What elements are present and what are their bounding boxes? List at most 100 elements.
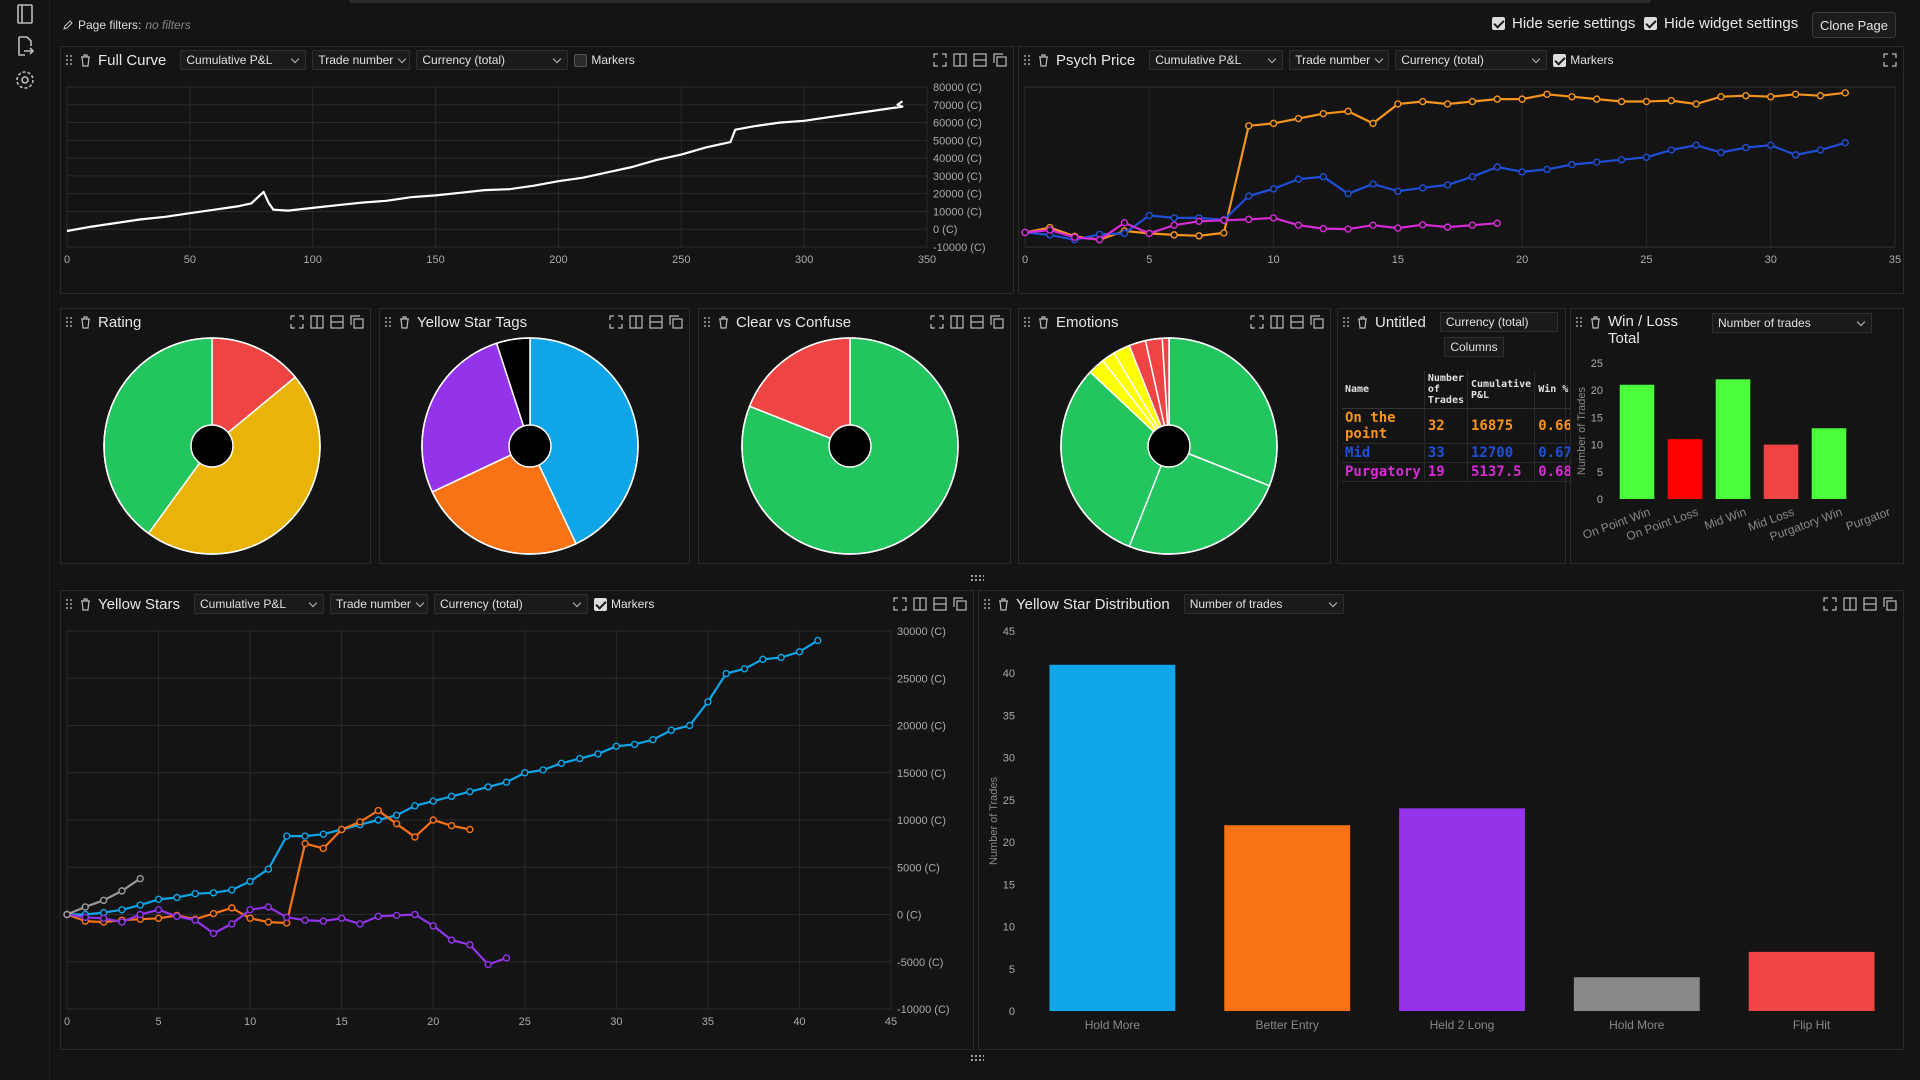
expand-icon[interactable]: [930, 315, 944, 329]
xaxis-select[interactable]: Trade number: [1289, 50, 1390, 70]
bar[interactable]: [1763, 444, 1799, 499]
duplicate-icon[interactable]: [669, 315, 683, 329]
split-vertical-icon[interactable]: [629, 315, 643, 329]
y-tick-label: 40: [1003, 668, 1015, 680]
expand-icon[interactable]: [609, 315, 623, 329]
drag-handle-icon[interactable]: [384, 316, 392, 328]
trash-icon[interactable]: [717, 315, 730, 329]
split-horizontal-icon[interactable]: [973, 53, 987, 67]
drag-handle-icon[interactable]: [983, 598, 991, 610]
split-vertical-icon[interactable]: [913, 597, 927, 611]
checkbox-icon[interactable]: [594, 597, 607, 611]
expand-icon[interactable]: [1823, 597, 1837, 611]
drag-handle-icon[interactable]: [703, 316, 711, 328]
clone-page-button[interactable]: Clone Page: [1812, 12, 1896, 38]
expand-icon[interactable]: [290, 315, 304, 329]
series-point: [1344, 107, 1352, 115]
bar[interactable]: [1224, 825, 1351, 1011]
split-horizontal-icon[interactable]: [649, 315, 663, 329]
duplicate-icon[interactable]: [1310, 315, 1324, 329]
expand-icon[interactable]: [893, 597, 907, 611]
trash-icon[interactable]: [1037, 53, 1050, 67]
page-filters[interactable]: Page filters: no filters: [62, 18, 191, 32]
file-export-icon[interactable]: [13, 34, 37, 58]
x-tick-label: 30: [610, 1016, 622, 1028]
hide-serie-settings-toggle[interactable]: Hide serie settings: [1492, 15, 1635, 32]
columns-button[interactable]: Columns: [1444, 337, 1504, 357]
bar[interactable]: [1715, 379, 1751, 499]
expand-icon[interactable]: [1250, 315, 1264, 329]
drag-handle-icon[interactable]: [65, 598, 73, 610]
drag-handle-icon[interactable]: [1023, 54, 1031, 66]
markers-toggle[interactable]: Markers: [574, 53, 635, 67]
unit-select[interactable]: Currency (total): [434, 594, 588, 614]
metric-select[interactable]: Cumulative P&L: [180, 50, 307, 70]
expand-icon[interactable]: [933, 53, 947, 67]
unit-select[interactable]: Currency (total): [416, 50, 569, 70]
duplicate-icon[interactable]: [993, 53, 1007, 67]
series-line-0: [67, 639, 819, 916]
split-vertical-icon[interactable]: [950, 315, 964, 329]
trash-icon[interactable]: [79, 315, 92, 329]
split-vertical-icon[interactable]: [1270, 315, 1284, 329]
row-resize-handle[interactable]: [970, 574, 984, 582]
metric-select[interactable]: Number of trades: [1712, 313, 1872, 333]
book-icon[interactable]: [13, 2, 37, 26]
duplicate-icon[interactable]: [1883, 597, 1897, 611]
drag-handle-icon[interactable]: [1023, 316, 1031, 328]
duplicate-icon[interactable]: [990, 315, 1004, 329]
hide-widget-settings-label: Hide widget settings: [1664, 15, 1799, 32]
bar[interactable]: [1049, 664, 1176, 1011]
trash-icon[interactable]: [79, 53, 92, 67]
bar[interactable]: [1667, 439, 1703, 499]
split-horizontal-icon[interactable]: [1290, 315, 1304, 329]
expand-icon[interactable]: [1883, 53, 1897, 67]
checkbox-icon[interactable]: [1644, 17, 1657, 30]
series-point: [154, 895, 163, 904]
bar[interactable]: [1399, 808, 1525, 1011]
bar[interactable]: [1619, 384, 1655, 499]
split-horizontal-icon[interactable]: [1863, 597, 1877, 611]
metric-select[interactable]: Number of trades: [1183, 594, 1344, 614]
split-horizontal-icon[interactable]: [933, 597, 947, 611]
checkbox-icon[interactable]: [574, 53, 588, 67]
split-vertical-icon[interactable]: [1843, 597, 1857, 611]
unit-select[interactable]: Currency (total): [1439, 312, 1558, 332]
series-point: [374, 806, 382, 815]
markers-toggle[interactable]: Markers: [594, 597, 654, 611]
trash-icon[interactable]: [1356, 315, 1369, 329]
split-horizontal-icon[interactable]: [330, 315, 344, 329]
duplicate-icon[interactable]: [953, 597, 967, 611]
split-vertical-icon[interactable]: [310, 315, 324, 329]
trash-icon[interactable]: [1589, 315, 1602, 329]
checkbox-icon[interactable]: [1492, 17, 1505, 30]
series-point: [81, 913, 90, 922]
markers-toggle[interactable]: Markers: [1553, 53, 1614, 67]
metric-select[interactable]: Cumulative P&L: [194, 594, 324, 614]
xaxis-select[interactable]: Trade number: [312, 50, 411, 70]
split-vertical-icon[interactable]: [953, 53, 967, 67]
duplicate-icon[interactable]: [350, 315, 364, 329]
xaxis-select[interactable]: Trade number: [330, 594, 428, 614]
drag-handle-icon[interactable]: [65, 54, 73, 66]
bar[interactable]: [1811, 428, 1847, 499]
trash-icon[interactable]: [79, 597, 92, 611]
checkbox-icon[interactable]: [1553, 53, 1567, 67]
drag-handle-icon[interactable]: [1575, 316, 1583, 328]
page-filters-label: Page filters:: [78, 18, 142, 32]
metric-select[interactable]: Cumulative P&L: [1149, 50, 1284, 70]
drag-handle-icon[interactable]: [1342, 316, 1350, 328]
trash-icon[interactable]: [398, 315, 411, 329]
trash-icon[interactable]: [997, 597, 1010, 611]
drag-handle-icon[interactable]: [65, 316, 73, 328]
bar[interactable]: [1573, 977, 1700, 1011]
hide-widget-settings-toggle[interactable]: Hide widget settings: [1644, 15, 1798, 32]
metric-select-value: Cumulative P&L: [200, 597, 287, 611]
bar[interactable]: [1748, 951, 1875, 1011]
unit-select[interactable]: Currency (total): [1395, 50, 1548, 70]
row-resize-handle[interactable]: [970, 1054, 984, 1062]
gear-icon[interactable]: [13, 68, 37, 92]
split-horizontal-icon[interactable]: [970, 315, 984, 329]
widget-title-line2: Total: [1608, 330, 1640, 347]
trash-icon[interactable]: [1037, 315, 1050, 329]
